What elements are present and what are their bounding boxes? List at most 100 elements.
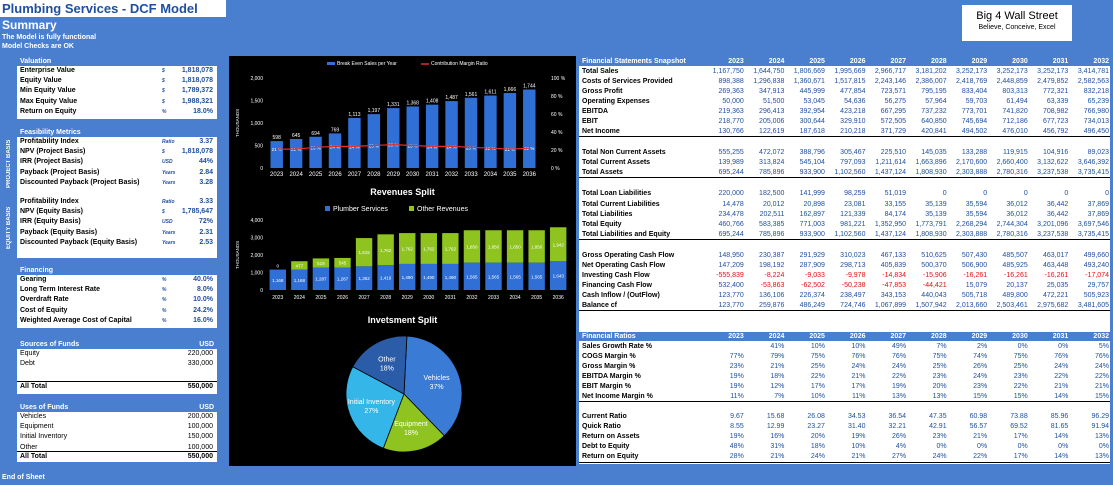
table-row: EBIT Margin % 19% 12% 17% 17% 19% 20% 23% 22% 21%…: [579, 381, 1110, 391]
table-cell: 329,910: [840, 118, 866, 126]
bar-plumber-services: [485, 262, 502, 290]
table-cell: -15,906: [922, 272, 947, 280]
row-label: Other: [20, 443, 38, 451]
table-cell: 1,352,950: [874, 220, 907, 228]
feas-proj-row: Profitability Index Ratio 3.37: [17, 137, 217, 147]
table-cell: 2,975,682: [1028, 300, 1070, 312]
table-cell: 73.88: [1010, 413, 1028, 421]
table-cell: 833,404: [961, 87, 988, 95]
bar-other-revenues: [312, 258, 330, 268]
bar-value-label: 1,113: [348, 112, 360, 118]
table-cell: 298,713: [840, 262, 866, 270]
table-cell: -16,261: [1044, 272, 1069, 280]
charts-area: Break Even Sales per Year Contribution Ma…: [229, 56, 576, 466]
table-cell: 1,167,750: [712, 67, 744, 75]
table-cell: -50,238: [841, 282, 866, 290]
table-cell: 486,249: [785, 300, 826, 312]
row-value: 2.31: [199, 228, 213, 236]
sources-header: Sources of Funds USD: [17, 340, 217, 349]
table-cell: 7%: [936, 342, 947, 350]
bar-plumber-services: [399, 263, 416, 290]
table-row: Total Equity 460,766 583,385 771,003 981,221…: [579, 219, 1110, 229]
table-cell: 724,746: [825, 300, 867, 312]
table-cell: 18%: [770, 372, 785, 380]
table-cell: 15,079: [965, 282, 988, 290]
table-cell: 2,660,400: [996, 159, 1028, 167]
table-cell: 182,500: [759, 190, 785, 198]
row-label: Discounted Payback (Equity Basis): [20, 238, 138, 246]
bar-value-label: 598: [273, 135, 282, 141]
table-cell: 47.35: [929, 413, 947, 421]
row-label: Equity: [20, 350, 40, 357]
table-cell: 36.54: [888, 413, 907, 421]
bar-other-revenues: [334, 257, 351, 268]
table-cell: 555,255: [718, 149, 744, 157]
year-header: 2024: [744, 57, 786, 66]
table-cell: 695,244: [704, 229, 745, 240]
table-cell: 259,876: [744, 300, 786, 312]
uses-rows: Vehicles 200,000 Equipment 100,000 Initial I…: [17, 412, 217, 453]
table-cell: 545,104: [799, 159, 825, 167]
row-label: Gearing: [20, 276, 47, 283]
table-cell: 371,729: [866, 126, 908, 138]
table-cell: 2,303,888: [947, 167, 989, 179]
row-label: IRR (Project Basis): [20, 158, 84, 166]
bar-plumber-services: [420, 263, 437, 290]
bar-value-label: 1,419: [380, 276, 392, 281]
table-cell: 4%: [895, 443, 907, 451]
table-row: EBITDA 219,363 296,413 392,954 423,218 667,29…: [579, 106, 1110, 116]
bar-value-label: 1,408: [426, 99, 439, 105]
row-label: Enterprise Value: [20, 67, 75, 74]
row-label: Total Current Liabilities: [582, 200, 660, 208]
row-label: Return on Equity: [20, 107, 77, 115]
table-row: Total Non Current Assets 555,255 472,072 38…: [579, 148, 1110, 158]
y2-tick-label: 100 %: [551, 76, 566, 82]
table-cell: 305,467: [840, 149, 866, 157]
table-cell: 226,374: [799, 292, 825, 300]
table-row: Quick Ratio 8.55 12.99 23.27 31.40 32.21 42.91…: [579, 422, 1110, 432]
table-cell: -16,261: [1003, 272, 1028, 280]
fin-rows-row: Gearing% 40.0%: [17, 275, 217, 285]
table-cell: 3,181,202: [915, 67, 947, 75]
table-cell: 1,102,560: [825, 229, 867, 240]
table-cell: 119,915: [1002, 149, 1028, 157]
year-header: 2023: [704, 57, 745, 66]
y-tick-label: 4,000: [250, 218, 263, 224]
row-label: Cost of Equity: [20, 306, 68, 314]
row-label: Gross Profit: [582, 87, 623, 95]
row-label: Cash Inflow / (OutFlow): [582, 292, 660, 300]
table-cell: 56,275: [884, 97, 907, 105]
row-label: Long Term Interest Rate: [20, 286, 100, 294]
table-cell: 507,430: [961, 251, 988, 259]
bar-value-label: 1,615: [358, 250, 370, 255]
table-cell: [704, 341, 745, 351]
table-cell: 141,999: [799, 190, 825, 198]
table-cell: 74%: [973, 352, 988, 360]
logo-tagline: Believe, Conceive, Excel: [978, 24, 1056, 31]
table-cell: 467,133: [880, 251, 907, 259]
table-row: Net Operating Cash Flow 147,209 198,192 287…: [579, 261, 1110, 271]
table-cell: 24%: [973, 372, 988, 380]
row-value: 72%: [198, 218, 213, 226]
table-cell: 741,820: [1002, 107, 1028, 115]
project-basis-label: PROJECT BASIS: [6, 138, 16, 190]
table-cell: 898,388: [718, 77, 744, 85]
table-cell: 23.27: [807, 423, 825, 431]
y-tick-label: 1,000: [250, 121, 263, 127]
bar-value-label: 1,287: [337, 277, 349, 282]
table-row: Total Sales 1,167,750 1,644,750 1,806,669 1,…: [579, 66, 1110, 76]
row-label: Initial Inventory: [20, 433, 68, 441]
bar-plumber-services: [442, 263, 459, 290]
row-label: Balance cf: [579, 300, 705, 312]
table-cell: 22%: [1054, 372, 1069, 380]
feas-eq-row: Payback (Equity Basis) Years 2.31: [17, 228, 217, 238]
bar-value-label: 1,565: [531, 274, 543, 279]
end-of-sheet: End of Sheet: [2, 474, 45, 481]
row-label: Total Liabilities and Equity: [579, 229, 705, 240]
table-cell: 25%: [1013, 362, 1028, 370]
table-cell: 53,045: [803, 97, 825, 105]
table-cell: 29,757: [1087, 282, 1109, 290]
table-cell: 104,916: [1042, 149, 1069, 157]
table-cell: 22%: [947, 451, 989, 463]
table-cell: 130,766: [704, 126, 745, 138]
